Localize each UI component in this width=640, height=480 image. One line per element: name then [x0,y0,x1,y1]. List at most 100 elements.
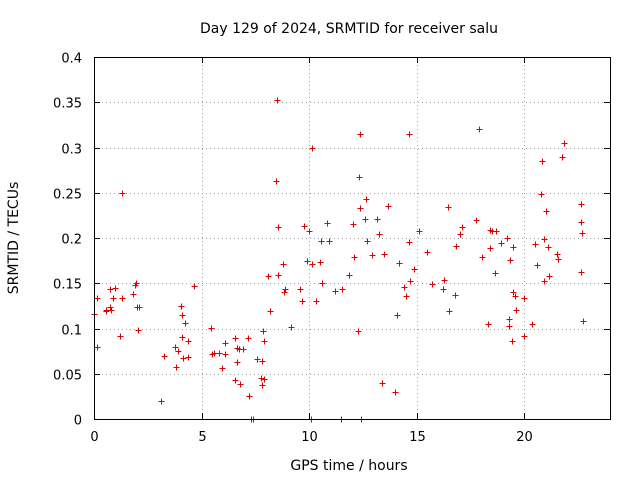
data-point [392,389,399,396]
data-point [510,289,517,296]
data-point [459,224,466,231]
data-point [407,278,414,285]
data-point [429,281,436,288]
x-tick-label: 0 [90,430,98,445]
y-tick-label: 0.25 [53,188,82,203]
data-point [555,256,562,263]
data-point [306,228,313,235]
y-axis-label: SRMTID / TECUs [6,182,22,295]
data-point [492,270,499,277]
data-point [446,308,453,315]
data-point [332,288,339,295]
data-point [274,97,281,104]
data-point [357,205,364,212]
data-point [452,292,459,299]
grid-lines [94,57,610,419]
y-tick-label: 0.35 [53,97,82,112]
data-point [578,201,585,208]
x-tick-labels: 0 5 10 15 20 [90,430,532,445]
data-point [324,220,331,227]
data-point [297,286,304,293]
y-tick-labels: 0 0.05 0.1 0.15 0.2 0.25 0.3 0.35 0.4 [53,52,82,429]
data-point [541,278,548,285]
data-point [161,353,168,360]
data-point [211,350,218,357]
data-point [424,249,431,256]
data-point [158,398,165,405]
data-point [94,344,101,351]
axis-ticks [94,57,610,420]
data-point [117,333,124,340]
data-point [234,345,241,352]
data-point [580,318,587,325]
data-point [208,325,215,332]
data-point [479,254,486,261]
data-point [374,216,381,223]
data-point [134,304,141,311]
chart-title: Day 129 of 2024, SRMTID for receiver sal… [200,21,498,37]
data-point [313,298,320,305]
data-point [94,295,101,302]
data-point [246,393,253,400]
data-point [509,338,516,345]
data-point [273,178,280,185]
data-point [406,131,413,138]
y-tick-label: 0.1 [61,324,82,339]
data-point [506,316,513,323]
data-point [182,320,189,327]
data-point [110,295,117,302]
x-tick-label: 10 [301,430,318,445]
data-point [403,293,410,300]
data-point [543,208,550,215]
y-tick-label: 0.15 [53,278,82,293]
data-point [172,344,179,351]
data-point [119,295,126,302]
data-point [173,364,180,371]
data-point [232,335,239,342]
data-point [301,223,308,230]
data-point [261,376,268,383]
data-point [485,321,492,328]
data-point [441,277,448,284]
data-point [362,216,369,223]
data-point [379,380,386,387]
data-point [258,375,265,382]
data-point [411,266,418,273]
data-point [457,231,464,238]
data-point [107,286,114,293]
data-point [487,245,494,252]
data-point [275,272,282,279]
data-point [103,308,110,315]
data-point [240,346,247,353]
data-point [254,356,261,363]
data-point [133,280,140,287]
data-point [355,328,362,335]
data-point [299,298,306,305]
y-tick-label: 0.2 [61,233,82,248]
data-point [578,269,585,276]
data-point [473,217,480,224]
data-point [385,203,392,210]
data-point [318,238,325,245]
data-point [282,286,289,293]
data-point [445,204,452,211]
data-point [319,280,326,287]
plot-frame [94,57,611,420]
data-point [130,291,137,298]
data-point [394,312,401,319]
data-point [112,285,119,292]
data-point [185,338,192,345]
data-point [369,252,376,259]
data-point [539,158,546,165]
x-axis-label: GPS time / hours [290,458,407,474]
x-tick-label: 5 [198,430,206,445]
y-tick-label: 0 [74,414,82,429]
data-point [309,145,316,152]
data-point [512,293,519,300]
data-point [259,382,266,389]
y-tick-label: 0.4 [61,52,82,67]
data-point [351,254,358,261]
data-point [381,251,388,258]
data-point [507,257,514,264]
data-point [275,224,282,231]
